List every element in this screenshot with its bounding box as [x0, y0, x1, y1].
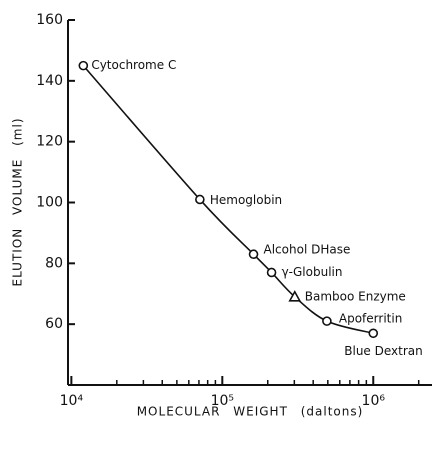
- point-label: Bamboo Enzyme: [305, 289, 406, 303]
- point-label: γ-Globulin: [282, 265, 343, 279]
- point-label: Hemoglobin: [210, 193, 282, 207]
- point-label: Cytochrome C: [91, 58, 176, 72]
- point-label: Alcohol DHase: [264, 243, 351, 257]
- x-tick-label: 10⁶: [362, 393, 386, 409]
- y-axis-label: ELUTION VOLUME (ml): [11, 117, 25, 286]
- x-tick-label: 10⁵: [211, 393, 234, 409]
- y-tick-label: 60: [45, 316, 63, 332]
- point: [266, 267, 277, 278]
- point: [322, 316, 332, 326]
- point: [368, 328, 379, 339]
- y-tick-label: 140: [36, 73, 63, 89]
- point-label: Blue Dextran: [344, 344, 422, 358]
- point: [248, 249, 259, 260]
- y-tick-label: 80: [45, 255, 63, 271]
- x-tick-label: 10⁴: [60, 393, 84, 409]
- y-tick-label: 100: [36, 195, 63, 211]
- y-tick-label: 120: [36, 134, 63, 150]
- point: [288, 290, 302, 302]
- point: [195, 194, 205, 205]
- x-axis-label: MOLECULAR WEIGHT (daltons): [137, 405, 364, 419]
- point-label: Apoferritin: [339, 312, 402, 326]
- y-tick-label: 160: [36, 12, 63, 28]
- point: [78, 60, 89, 71]
